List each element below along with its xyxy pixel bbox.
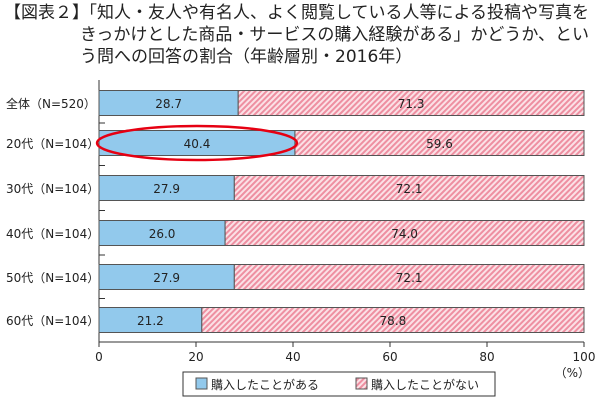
data-label: 28.7: [155, 97, 182, 111]
x-tick-label: 0: [95, 350, 103, 364]
data-label: 27.9: [153, 271, 180, 285]
bar-segment: [233, 175, 585, 201]
category-label: 60代（N=104）: [6, 314, 99, 328]
x-tick-label: 80: [479, 350, 494, 364]
bar-segment: [224, 220, 585, 246]
bar-segment: [98, 175, 235, 201]
bar-segment: [201, 307, 585, 333]
data-label: 21.2: [137, 314, 164, 328]
bar-segment: [98, 130, 296, 156]
bar-segment: [233, 264, 585, 290]
category-label: 30代（N=104）: [6, 182, 99, 196]
category-label: 50代（N=104）: [6, 271, 99, 285]
title-text: 「知人・友人や有名人、よく閲覧している人等による投稿や写真をきっかけとした商品・…: [80, 3, 589, 67]
data-label: 27.9: [153, 182, 180, 196]
figure-label: 【図表２】: [4, 3, 89, 23]
data-label: 40.4: [184, 137, 211, 151]
data-label: 71.3: [398, 97, 425, 111]
x-tick-label: 40: [285, 350, 300, 364]
category-label: 全体（N=520）: [6, 96, 96, 111]
data-label: 78.8: [380, 314, 407, 328]
chart-title: 【図表２】 「知人・友人や有名人、よく閲覧している人等による投稿や写真をきっかけ…: [4, 2, 600, 68]
category-label: 40代（N=104）: [6, 227, 99, 241]
legend-label: 購入したことがある: [211, 377, 319, 392]
data-label: 26.0: [149, 227, 176, 241]
data-label: 72.1: [396, 182, 423, 196]
data-label: 72.1: [396, 271, 423, 285]
legend-swatch: [195, 377, 208, 390]
highlight-ellipse: [95, 124, 299, 162]
legend-label: 購入したことがない: [371, 377, 479, 392]
data-label: 59.6: [426, 137, 453, 151]
bar-segment: [98, 264, 235, 290]
legend-swatch: [355, 377, 368, 390]
category-label: 20代（N=104）: [6, 137, 99, 151]
bar-segment: [237, 90, 585, 116]
bar-segment: [294, 130, 585, 156]
data-label: 74.0: [391, 227, 418, 241]
x-tick-label: 20: [188, 350, 203, 364]
bar-segment: [98, 307, 203, 333]
x-tick-label: 100: [573, 350, 596, 364]
x-unit-label: （%）: [555, 366, 590, 380]
x-tick-label: 60: [382, 350, 397, 364]
legend: [182, 371, 496, 397]
